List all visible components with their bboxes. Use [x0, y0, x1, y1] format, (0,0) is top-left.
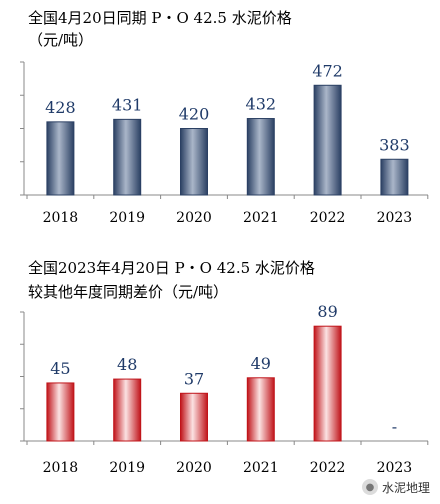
x-tick-label-2018: 2018: [43, 210, 79, 226]
data-label-2023: 383: [379, 135, 410, 154]
bar-2019: [113, 118, 142, 196]
x-tick-label-2020: 2020: [176, 460, 212, 476]
data-label-2019: 48: [117, 355, 137, 374]
data-label-2023: -: [392, 417, 397, 436]
x-tick-label-2018: 2018: [43, 460, 79, 476]
x-tick-label-2023: 2023: [377, 460, 413, 476]
wechat-icon: ●: [361, 479, 378, 495]
chart-panel-difference: 全国2023年4月20日 P・O 42.5 水泥价格 较其他年度同期差价（元/吨…: [0, 252, 440, 504]
data-label-2020: 37: [184, 369, 204, 388]
data-label-2022: 89: [317, 302, 337, 321]
data-label-2019: 431: [112, 95, 143, 114]
x-tick-label-2023: 2023: [377, 210, 413, 226]
price-bar-chart: 428 2018 431 2019 420 2020 432 2021 472 2022 383 20…: [20, 61, 429, 226]
data-label-2020: 420: [179, 105, 210, 124]
bar-2018: [46, 121, 75, 196]
bar-2020: [180, 392, 208, 442]
bar-2021: [246, 377, 275, 442]
chart-subtitle-unit: （元/吨）: [28, 31, 94, 49]
data-label-2022: 472: [312, 61, 343, 80]
bar-2023: [380, 158, 409, 196]
chart-panel-price: 全国4月20日同期 P・O 42.5 水泥价格 （元/吨） 428 2018 431…: [0, 0, 440, 240]
bar-2022: [313, 325, 342, 442]
bar-2018: [46, 382, 75, 442]
chart-title-line-1: 全国2023年4月20日 P・O 42.5 水泥价格: [28, 259, 315, 277]
x-tick-label-2022: 2022: [310, 460, 346, 476]
x-tick-label-2021: 2021: [243, 210, 279, 226]
bar-2020: [180, 128, 208, 196]
bar-2019: [113, 378, 142, 442]
data-label-2018: 45: [50, 359, 70, 378]
x-tick-label-2022: 2022: [310, 210, 346, 226]
data-label-2021: 49: [251, 354, 271, 373]
watermark-text: 水泥地理: [381, 480, 430, 495]
bar-2022: [313, 84, 342, 196]
x-tick-label-2019: 2019: [109, 210, 145, 226]
x-tick-label-2020: 2020: [176, 210, 212, 226]
chart-title-line-2: 较其他年度同期差价（元/吨）: [28, 283, 229, 301]
data-label-2018: 428: [45, 98, 76, 117]
bar-2021: [246, 118, 275, 196]
x-tick-label-2021: 2021: [243, 460, 279, 476]
data-label-2021: 432: [246, 95, 277, 114]
x-tick-label-2019: 2019: [109, 460, 145, 476]
watermark: ● 水泥地理: [357, 476, 434, 498]
difference-bar-chart: 45 2018 48 2019 37 2020 49 2021 89 2022 - 2023: [20, 302, 429, 476]
chart-title-line-1: 全国4月20日同期 P・O 42.5 水泥价格: [28, 9, 292, 27]
